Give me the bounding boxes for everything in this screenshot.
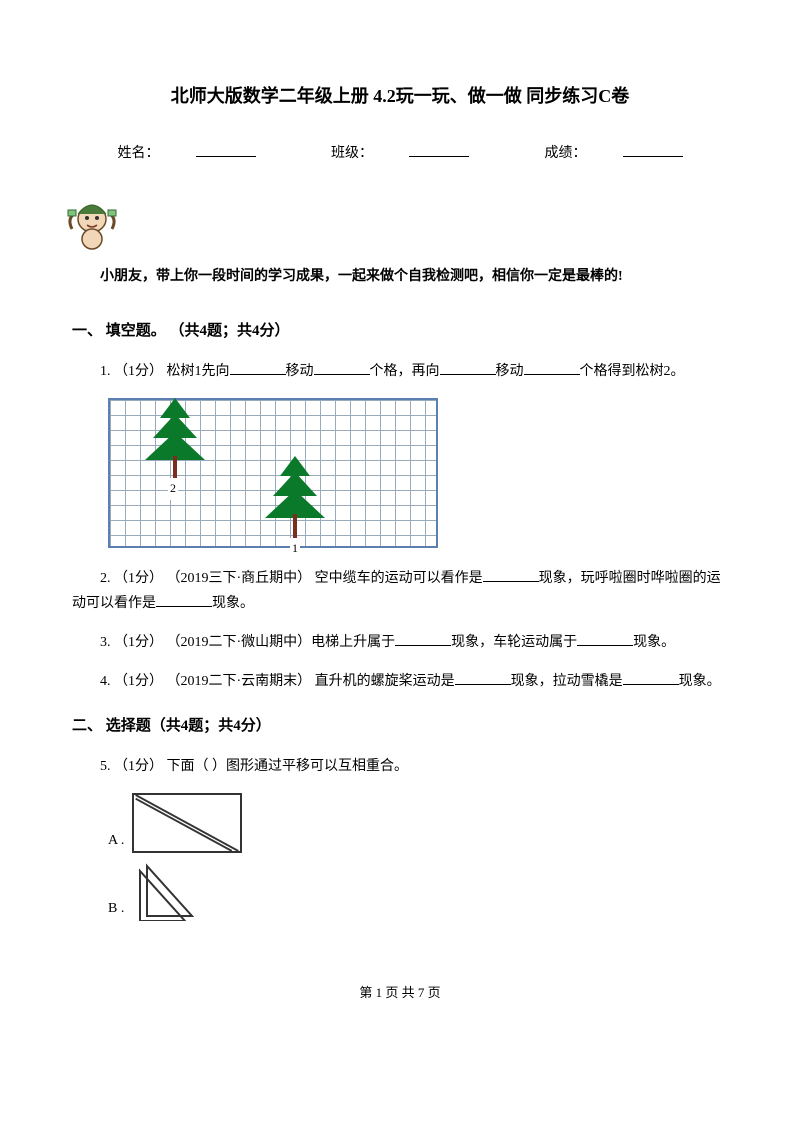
q1-blank-3[interactable] (440, 359, 496, 374)
section-one-heading: 一、 填空题。 （共4题；共4分） (72, 318, 728, 345)
question-3: 3. （1分） （2019二下·微山期中）电梯上升属于现象，车轮运动属于现象。 (72, 630, 728, 655)
q1-blank-4[interactable] (524, 359, 580, 374)
score-blank[interactable] (623, 140, 683, 157)
option-a-label: A . (108, 828, 124, 853)
class-blank[interactable] (409, 140, 469, 157)
option-b-shape (132, 861, 212, 921)
option-b-label: B . (108, 896, 124, 921)
page-footer: 第 1 页 共 7 页 (72, 981, 728, 1004)
score-field: 成绩： (527, 146, 701, 161)
option-a[interactable]: A . (108, 793, 728, 853)
q4-blank-1[interactable] (455, 670, 511, 685)
question-4: 4. （1分） （2019二下·云南期末） 直升机的螺旋桨运动是现象，拉动雪橇是… (72, 669, 728, 694)
tree-label-2: 2 (168, 478, 178, 500)
question-5: 5. （1分） 下面（ ）图形通过平移可以互相重合。 (72, 754, 728, 779)
q1-blank-2[interactable] (314, 359, 370, 374)
page-title: 北师大版数学二年级上册 4.2玩一玩、做一做 同步练习C卷 (72, 80, 728, 112)
section-two-heading: 二、 选择题（共4题；共4分） (72, 713, 728, 740)
info-line: 姓名： 班级： 成绩： (72, 140, 728, 166)
option-a-shape (134, 795, 240, 851)
mascot-icon (62, 194, 122, 254)
grid: 2 1 (108, 398, 438, 548)
q2-blank-2[interactable] (156, 592, 212, 607)
question-2: 2. （1分） （2019三下·商丘期中） 空中缆车的运动可以看作是现象，玩呼啦… (72, 566, 728, 616)
name-field: 姓名： (100, 146, 274, 161)
option-b-figure (132, 861, 212, 921)
q3-blank-1[interactable] (395, 631, 451, 646)
q2-blank-1[interactable] (483, 566, 539, 581)
option-b[interactable]: B . (108, 861, 728, 921)
option-a-figure (132, 793, 242, 853)
q1-figure: 2 1 (108, 398, 728, 548)
tree-label-1: 1 (290, 538, 300, 560)
class-field: 班级： (313, 146, 487, 161)
q3-blank-2[interactable] (577, 631, 633, 646)
question-1: 1. （1分） 松树1先向移动个格，再向移动个格得到松树2。 (72, 359, 728, 384)
q4-blank-2[interactable] (623, 670, 679, 685)
tree-right (260, 454, 330, 544)
intro-text: 小朋友，带上你一段时间的学习成果，一起来做个自我检测吧，相信你一定是最棒的! (72, 264, 728, 289)
name-blank[interactable] (196, 140, 256, 157)
q1-blank-1[interactable] (230, 359, 286, 374)
tree-left (140, 396, 210, 486)
